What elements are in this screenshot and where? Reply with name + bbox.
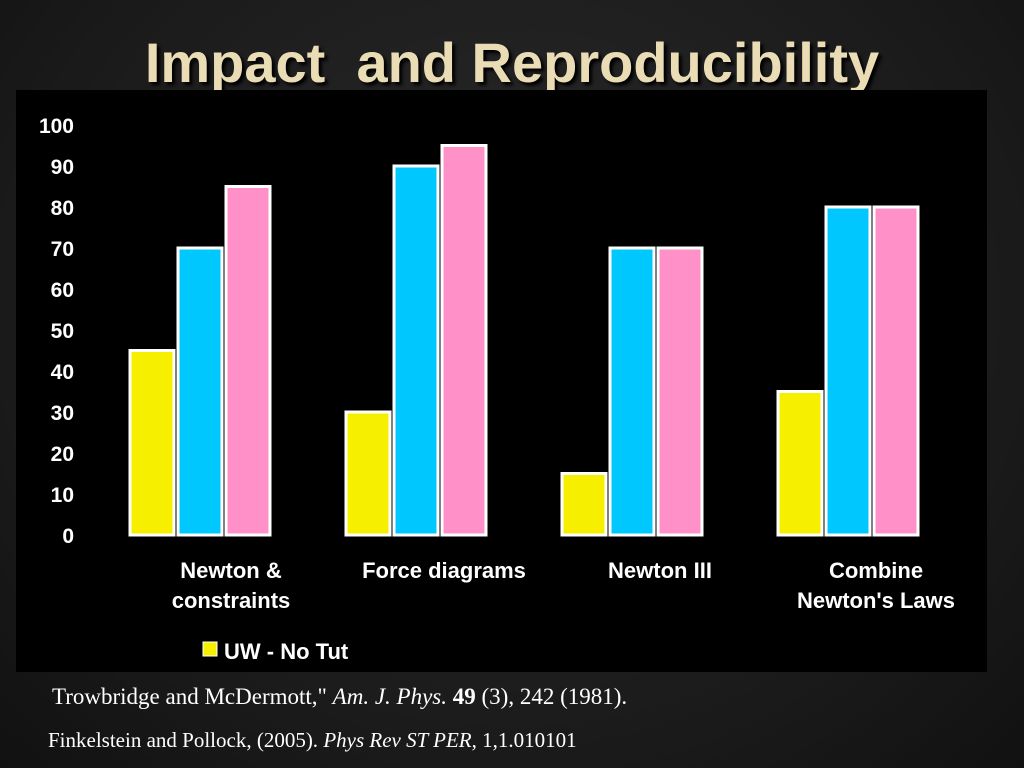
y-tick-label: 50 <box>51 320 74 343</box>
citation-finkelstein: Finkelstein and Pollock, (2005). Phys Re… <box>48 728 577 753</box>
x-tick-label: Newton & constraints <box>172 558 291 613</box>
citation-details: , 1,1.010101 <box>471 728 577 752</box>
x-tick-label: Newton III <box>608 558 712 583</box>
bar <box>176 246 224 537</box>
bar <box>440 144 488 537</box>
bar-chart: 0 10 20 30 40 50 60 70 80 90 100 Newton & constraint… <box>39 115 955 664</box>
citation-trowbridge: Trowbridge and McDermott," Am. J. Phys. … <box>52 684 627 710</box>
y-tick-label: 100 <box>39 115 74 138</box>
y-tick-label: 90 <box>51 156 74 179</box>
citation-journal: Phys Rev ST PER <box>323 728 472 752</box>
x-tick-label: Force diagrams <box>362 558 526 583</box>
bar <box>560 472 608 537</box>
y-tick-label: 70 <box>51 238 74 261</box>
bar <box>776 390 824 537</box>
slide-title: Impact and Reproducibility <box>144 31 880 94</box>
bar <box>392 164 440 537</box>
citation-author: Finkelstein and Pollock, (2005). <box>48 728 324 752</box>
legend-swatch <box>202 641 218 657</box>
citation-journal: Am. J. Phys. <box>332 684 447 709</box>
citation-volume: 49 <box>447 684 476 709</box>
bar <box>656 246 704 537</box>
y-tick-label: 60 <box>51 279 74 302</box>
y-tick-label: 30 <box>51 402 74 425</box>
bar <box>344 410 392 537</box>
y-tick-label: 0 <box>62 525 74 548</box>
bar <box>608 246 656 537</box>
bar <box>824 205 872 537</box>
chart-panel: 0 10 20 30 40 50 60 70 80 90 100 Newton & constraint… <box>16 90 987 672</box>
y-tick-label: 80 <box>51 197 74 220</box>
x-tick-label: Combine Newton's Laws <box>797 558 955 613</box>
citation-details: (3), 242 (1981). <box>475 684 628 709</box>
bar <box>128 349 176 537</box>
y-tick-label: 10 <box>51 484 74 507</box>
y-tick-label: 20 <box>51 443 74 466</box>
bar <box>224 185 272 537</box>
y-tick-label: 40 <box>51 361 74 384</box>
legend-label: UW - No Tut <box>224 639 349 664</box>
bar <box>872 205 920 537</box>
citation-author: Trowbridge and McDermott," <box>52 684 333 709</box>
